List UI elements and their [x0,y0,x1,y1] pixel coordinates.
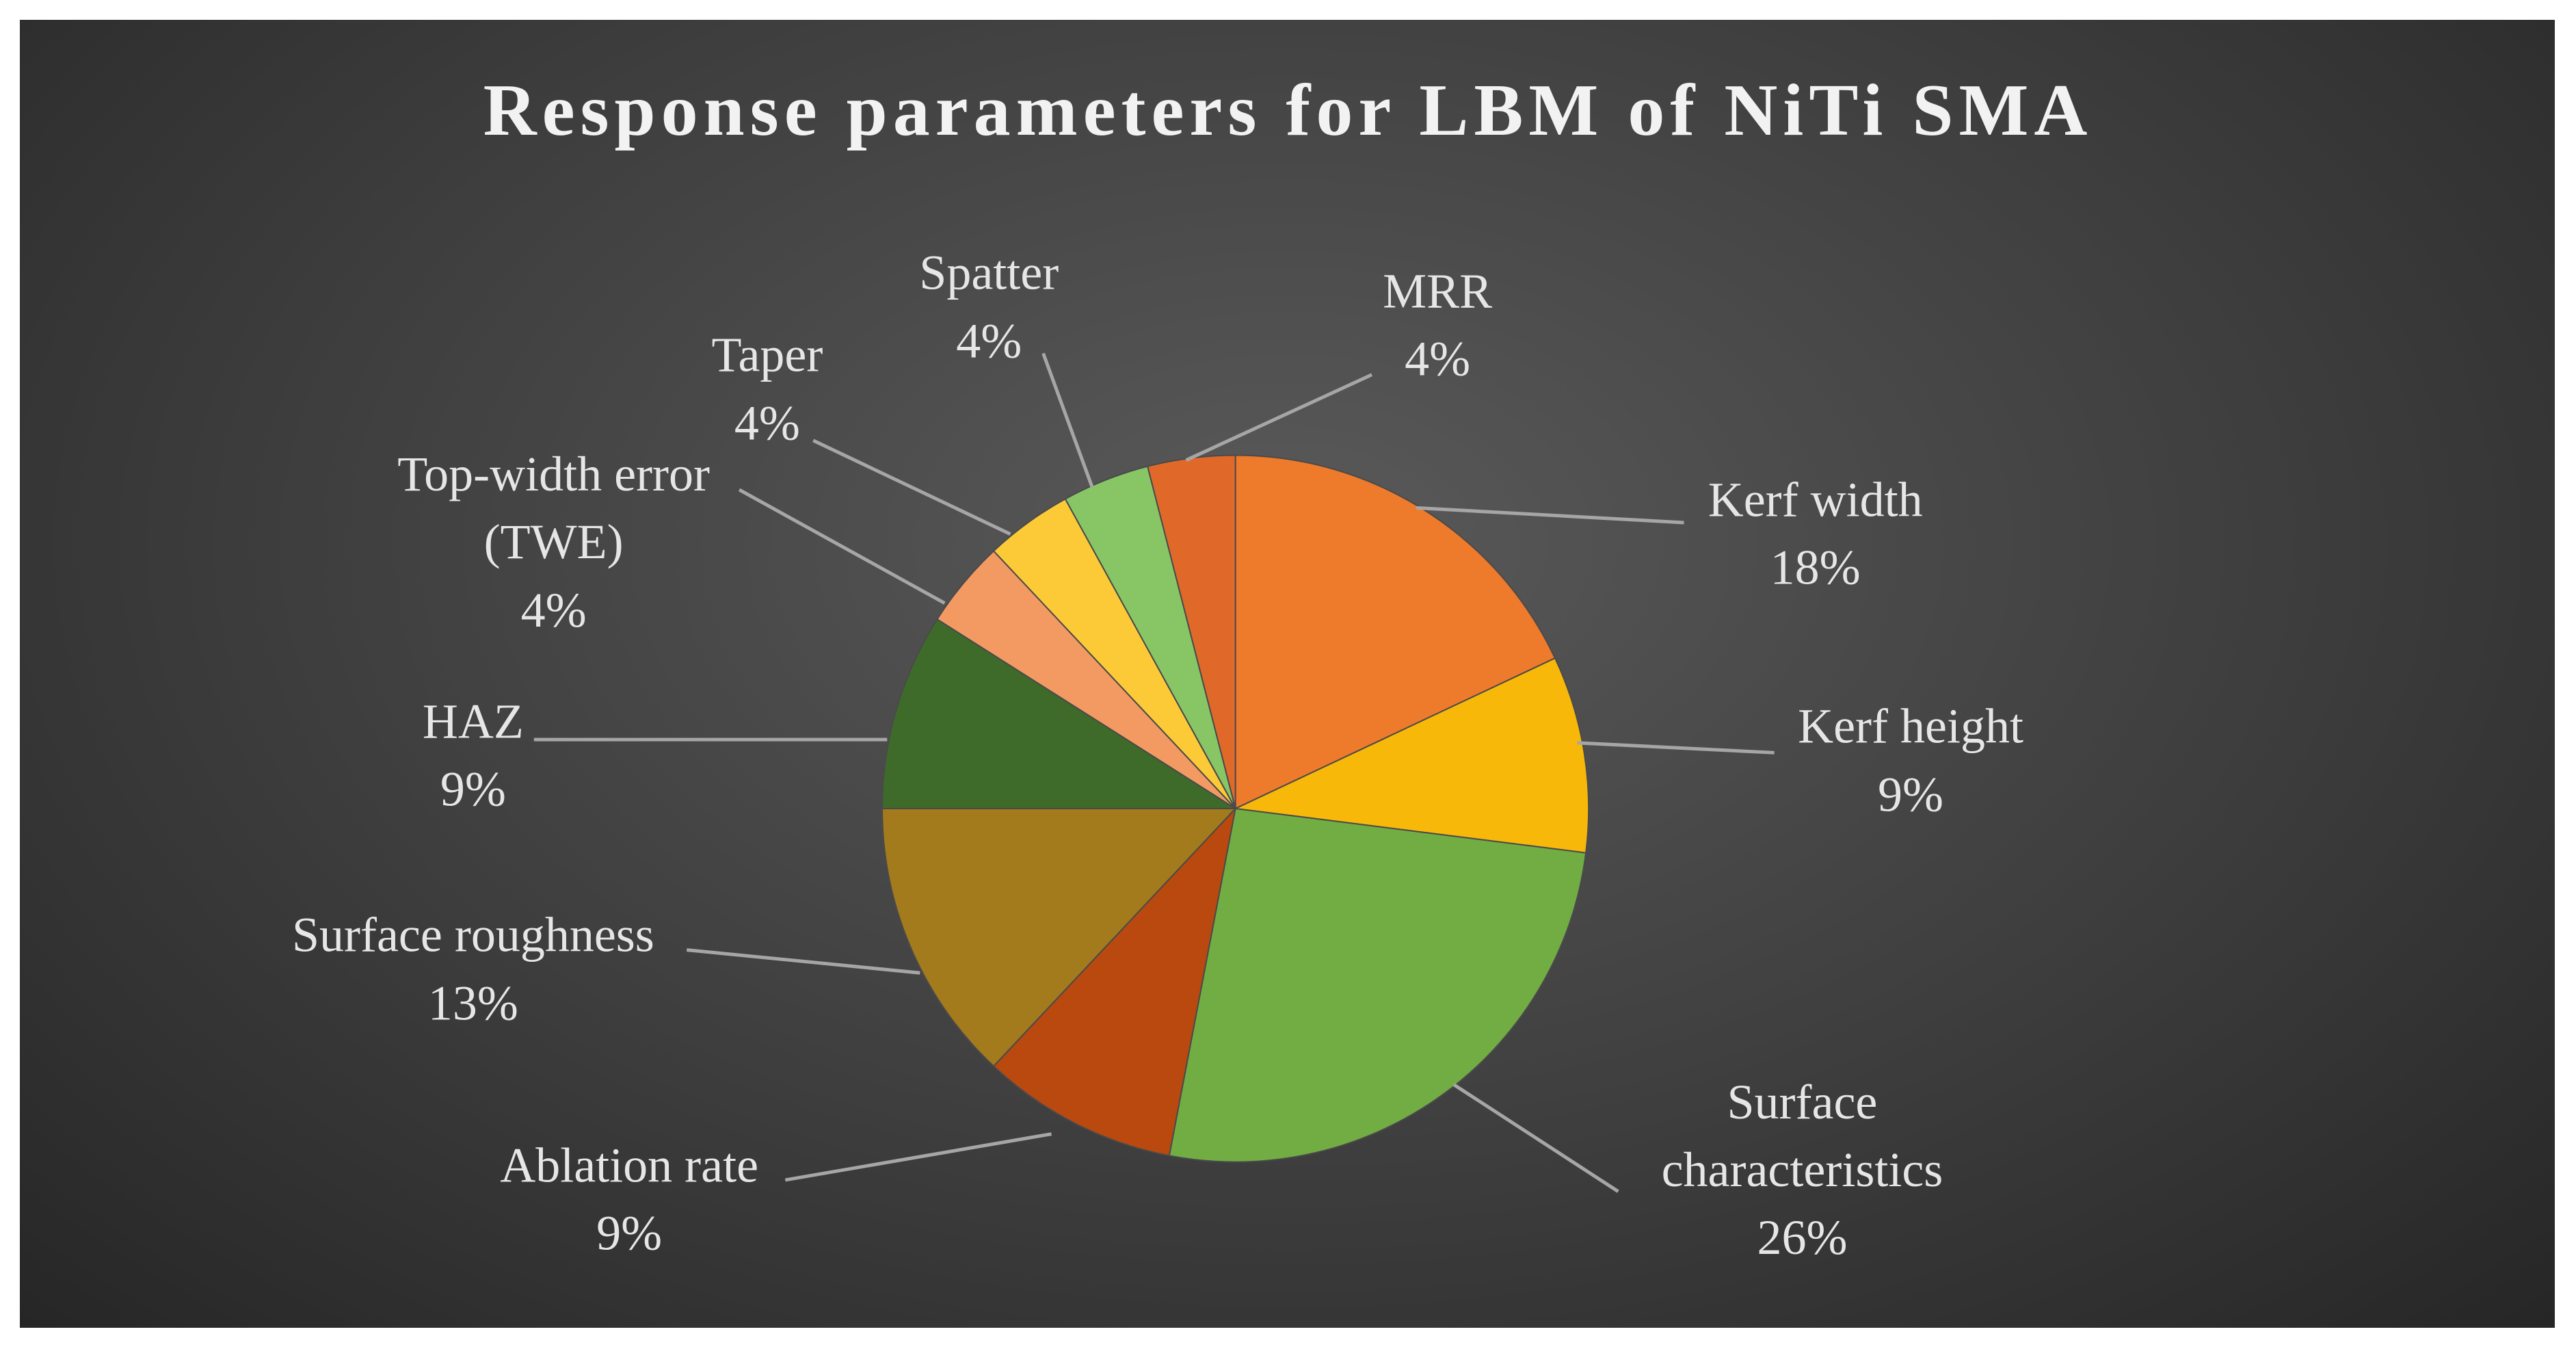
leader-line [686,948,920,975]
data-label: Ablation rate 9% [500,1131,758,1268]
pie-slice [1233,657,1590,854]
category-label: Top-width error (TWE) [397,446,711,570]
pie-slice [992,806,1237,1157]
category-label: Taper [711,328,823,382]
leader-line [1041,352,1094,489]
data-label: Surface characteristics 26% [1624,1068,1980,1272]
leader-line [1185,373,1373,462]
percent-label: 9% [440,762,506,817]
data-label: Surface roughness 13% [292,902,654,1038]
category-label: Surface roughness [291,908,654,963]
percent-label: 4% [956,313,1022,369]
category-label: Spatter [919,245,1059,300]
percent-label: 9% [596,1205,663,1261]
data-label: Kerf height 9% [1798,693,2023,829]
percent-label: 4% [520,582,587,638]
data-label: Taper 4% [712,322,823,458]
data-label: Kerf width 18% [1708,466,1923,602]
percent-label: 4% [1405,331,1471,387]
percent-label: 13% [427,975,518,1031]
pie-slice [881,618,1238,809]
chart-title: Response parameters for LBM of NiTi SMA [483,70,2093,151]
leader-line [812,438,1011,536]
category-label: Surface characteristics [1661,1074,1943,1197]
pie-slice [881,807,1237,1067]
data-label: Spatter 4% [919,239,1059,376]
percent-label: 4% [734,395,800,451]
category-label: Kerf width [1708,472,1923,527]
leader-line [784,1132,1052,1182]
leader-line [1577,741,1775,755]
category-label: Kerf height [1798,698,2023,754]
pie-slice [1234,454,1556,810]
category-label: MRR [1383,263,1493,319]
data-label: HAZ 9% [423,688,524,824]
pie-slice [1168,807,1587,1163]
percent-label: 9% [1878,767,1943,822]
data-label: MRR 4% [1383,257,1492,393]
leader-line [1416,506,1684,525]
category-label: Ablation rate [500,1138,759,1193]
percent-label: 26% [1757,1210,1848,1266]
category-label: HAZ [422,694,524,749]
leader-line [1452,1083,1619,1193]
data-label: Top-width error (TWE) 4% [362,441,745,644]
percent-label: 18% [1770,540,1861,595]
leader-line [738,488,946,605]
